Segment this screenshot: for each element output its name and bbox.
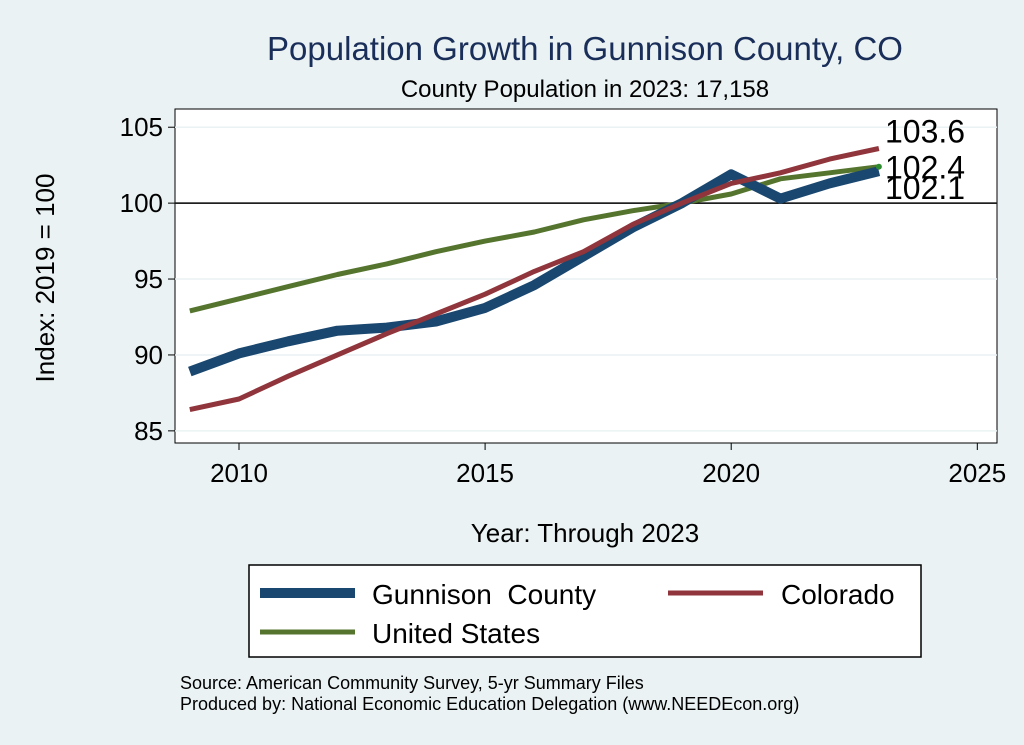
y-tick-label-95: 95 — [134, 264, 163, 294]
series-end-marker-united-states — [875, 163, 882, 170]
chart-title: Population Growth in Gunnison County, CO — [267, 30, 903, 67]
x-tick-label-2025: 2025 — [948, 458, 1006, 488]
plot-area — [174, 108, 998, 444]
x-tick-label-2015: 2015 — [456, 458, 514, 488]
y-axis-label: Index: 2019 = 100 — [30, 174, 60, 383]
legend-label-colorado: Colorado — [781, 579, 895, 610]
x-axis-ticks: 2010 2015 2020 2025 — [210, 443, 1006, 488]
x-tick-label-2020: 2020 — [702, 458, 760, 488]
series-line-united-states — [189, 164, 880, 314]
end-label-gunnison-county: 102.1 — [885, 170, 965, 206]
legend-box — [248, 564, 922, 658]
y-tick-label-90: 90 — [134, 340, 163, 370]
source-note: Source: American Community Survey, 5-yr … — [180, 673, 644, 693]
y-axis-ticks: 85 90 95 100 105 — [120, 112, 175, 446]
end-label-colorado: 103.6 — [885, 113, 965, 149]
x-axis-label: Year: Through 2023 — [471, 518, 699, 548]
y-tick-label-105: 105 — [120, 112, 163, 142]
y-tick-label-100: 100 — [120, 188, 163, 218]
end-label-united-states: 102.4 — [885, 150, 965, 186]
legend-label-united-states: United States — [372, 618, 540, 649]
legend-label-gunnison: Gunnison County — [372, 579, 596, 610]
produced-by-note: Produced by: National Economic Education… — [180, 694, 799, 714]
series-line-gunnison-county — [188, 166, 881, 377]
y-tick-label-85: 85 — [134, 416, 163, 446]
series-lines — [188, 146, 882, 413]
x-tick-label-2010: 2010 — [210, 458, 268, 488]
chart-subtitle: County Population in 2023: 17,158 — [401, 76, 769, 103]
series-line-colorado — [189, 146, 880, 413]
